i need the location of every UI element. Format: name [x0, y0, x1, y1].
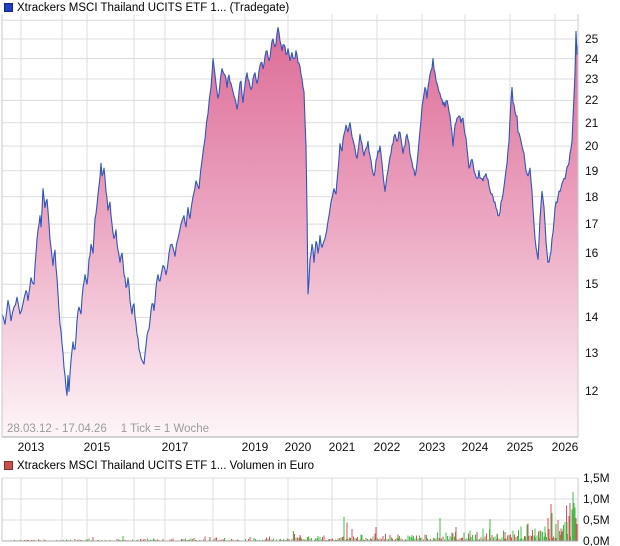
y-axis-label-16: 16	[585, 246, 599, 261]
y-axis-label-24: 24	[585, 51, 599, 66]
price-chart-frame	[1, 14, 579, 438]
x-axis-label-2026: 2026	[551, 440, 579, 454]
y-axis-label-20: 20	[585, 139, 599, 154]
volume-axis-label-1-5M: 1,5M	[583, 471, 610, 485]
x-axis-label-2019: 2019	[241, 440, 269, 454]
price-legend-swatch-icon	[4, 3, 13, 12]
y-axis-label-18: 18	[585, 189, 599, 204]
price-area-series	[2, 27, 578, 437]
date-range-label: 28.03.12 - 17.04.26	[7, 423, 107, 435]
x-axis-label-2022: 2022	[373, 440, 401, 454]
y-axis-label-22: 22	[585, 93, 599, 108]
volume-chart-frame	[1, 478, 579, 542]
y-axis-label-13: 13	[585, 345, 599, 360]
chart-range-info: 28.03.12 - 17.04.26 1 Tick = 1 Woche	[7, 423, 223, 435]
x-axis-label-2025: 2025	[506, 440, 534, 454]
x-axis-label-2020: 2020	[284, 440, 312, 454]
volume-legend-swatch-icon	[4, 461, 13, 470]
y-axis-label-12: 12	[585, 384, 599, 399]
y-axis-label-23: 23	[585, 72, 599, 87]
x-axis-label-2023: 2023	[418, 440, 446, 454]
tick-interval-label: 1 Tick = 1 Woche	[120, 423, 210, 435]
x-axis-label-2021: 2021	[328, 440, 356, 454]
volume-axis-label-1-0M: 1,0M	[583, 492, 610, 506]
volume-chart-grid	[2, 477, 578, 541]
y-axis-label-25: 25	[585, 32, 599, 46]
x-axis-label-2015: 2015	[83, 440, 111, 454]
volume-chart-title: Xtrackers MSCI Thailand UCITS ETF 1... V…	[17, 460, 314, 472]
y-axis-label-17: 17	[585, 217, 599, 232]
y-axis-label-21: 21	[585, 115, 599, 130]
volume-bars	[3, 491, 578, 541]
y-axis-label-15: 15	[585, 277, 599, 292]
x-axis-label-2024: 2024	[461, 440, 489, 454]
volume-axis-label-0-0M: 0,0M	[583, 534, 610, 546]
price-chart-title: Xtrackers MSCI Thailand UCITS ETF 1... (…	[17, 2, 290, 14]
x-axis-label-2017: 2017	[161, 440, 189, 454]
y-axis-label-19: 19	[585, 163, 599, 178]
y-axis-label-14: 14	[585, 310, 599, 325]
volume-axis-label-0-5M: 0,5M	[583, 513, 610, 527]
x-axis-label-2013: 2013	[17, 440, 45, 454]
